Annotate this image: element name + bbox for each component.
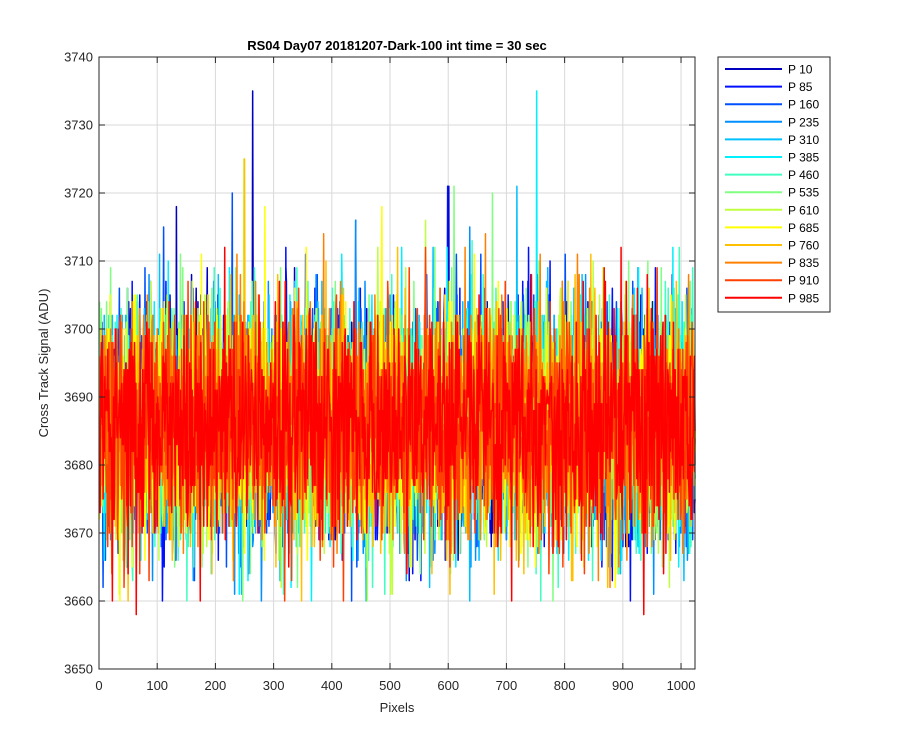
legend-item: P 985: [725, 291, 819, 305]
x-tick-label: 900: [612, 678, 634, 693]
chart-title: RS04 Day07 20181207-Dark-100 int time = …: [247, 38, 547, 53]
legend-items: P 10 P 85 P 160 P 235 P 310 P 385 P 460 P 535 P …: [725, 63, 819, 305]
y-tick-label: 3720: [64, 186, 93, 201]
legend-item: P 160: [725, 98, 819, 112]
y-tick-label: 3730: [64, 118, 93, 133]
series-line-p-985: [98, 246, 696, 616]
y-tick-label: 3740: [64, 50, 93, 65]
legend-label: P 385: [788, 151, 819, 165]
x-tick-label: 300: [263, 678, 285, 693]
legend-item: P 85: [725, 80, 813, 94]
legend-item: P 10: [725, 63, 813, 77]
y-tick-label: 3650: [64, 662, 93, 677]
x-tick-label: 600: [437, 678, 459, 693]
legend-item: P 835: [725, 256, 819, 270]
y-tick-label: 3660: [64, 594, 93, 609]
legend-item: P 460: [725, 168, 819, 182]
x-tick-label: 700: [496, 678, 518, 693]
y-axis-label: Cross Track Signal (ADU): [36, 289, 51, 438]
y-tick-label: 3710: [64, 254, 93, 269]
y-tick-label: 3680: [64, 458, 93, 473]
legend: P 10 P 85 P 160 P 235 P 310 P 385 P 460 P 535 P …: [717, 56, 831, 313]
legend-label: P 310: [788, 133, 819, 147]
legend-item: P 385: [725, 151, 819, 165]
x-tick-label: 400: [321, 678, 343, 693]
legend-item: P 535: [725, 186, 819, 200]
legend-item: P 310: [725, 133, 819, 147]
y-tick-label: 3670: [64, 526, 93, 541]
legend-label: P 235: [788, 115, 819, 129]
x-tick-label: 0: [95, 678, 102, 693]
axes-frame: [98, 56, 696, 670]
plot-area: 0 100 200 300 400 500 600 700 800 900 1000 3650 3660…: [64, 50, 696, 694]
legend-label: P 160: [788, 98, 819, 112]
legend-label: P 460: [788, 168, 819, 182]
x-tick-label: 800: [554, 678, 576, 693]
legend-label: P 910: [788, 274, 819, 288]
legend-box: [717, 56, 831, 313]
series-lines: [98, 90, 696, 616]
x-tick-label: 1000: [667, 678, 696, 693]
y-tick-label: 3700: [64, 322, 93, 337]
x-tick-label: 500: [379, 678, 401, 693]
legend-label: P 535: [788, 186, 819, 200]
legend-item: P 235: [725, 115, 819, 129]
y-tick-label: 3690: [64, 390, 93, 405]
legend-label: P 985: [788, 291, 819, 305]
legend-item: P 685: [725, 221, 819, 235]
legend-label: P 685: [788, 221, 819, 235]
legend-item: P 760: [725, 239, 819, 253]
legend-label: P 610: [788, 203, 819, 217]
legend-label: P 10: [788, 63, 813, 77]
axis-ticks: 0 100 200 300 400 500 600 700 800 900 1000 3650 3660…: [64, 50, 695, 694]
legend-item: P 610: [725, 203, 819, 217]
x-tick-label: 100: [146, 678, 168, 693]
legend-label: P 85: [788, 80, 813, 94]
x-axis-label: Pixels: [380, 700, 415, 715]
x-tick-label: 200: [205, 678, 227, 693]
legend-item: P 910: [725, 274, 819, 288]
legend-label: P 835: [788, 256, 819, 270]
legend-label: P 760: [788, 239, 819, 253]
